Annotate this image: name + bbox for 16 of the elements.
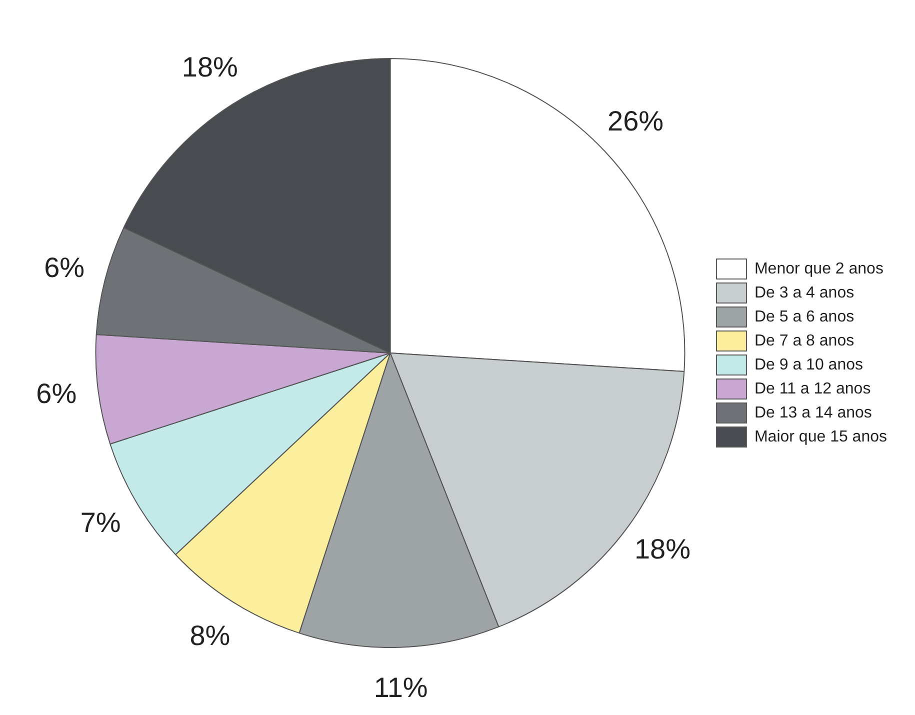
data-label: 18%	[182, 52, 238, 83]
legend-label: De 11 a 12 anos	[754, 380, 871, 398]
legend-label: Maior que 15 anos	[754, 428, 887, 446]
data-label: 6%	[36, 378, 77, 409]
legend-label: De 3 a 4 anos	[754, 284, 854, 302]
data-label: 8%	[190, 620, 230, 651]
data-label: 18%	[634, 534, 690, 565]
legend-label: De 13 a 14 anos	[754, 404, 872, 422]
legend-label: De 9 a 10 anos	[754, 356, 863, 374]
data-label: 6%	[44, 252, 85, 284]
legend-label: Menor que 2 anos	[754, 260, 884, 278]
data-label: 7%	[80, 507, 121, 538]
data-label: 11%	[374, 672, 428, 704]
legend-label: De 7 a 8 anos	[754, 332, 854, 350]
legend-label: De 5 a 6 anos	[754, 308, 854, 326]
data-label: 26%	[608, 105, 664, 136]
